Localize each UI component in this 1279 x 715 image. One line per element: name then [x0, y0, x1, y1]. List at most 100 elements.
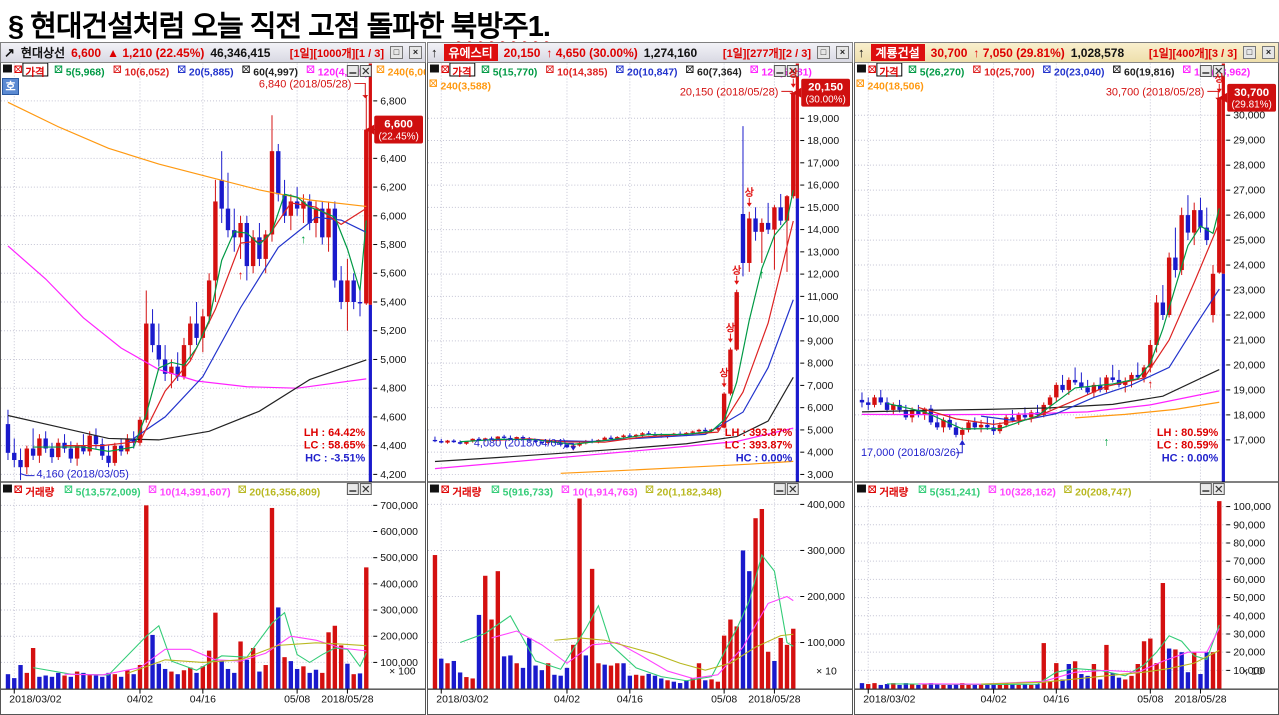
svg-text:× 10: × 10 — [1242, 667, 1263, 678]
svg-text:4,200: 4,200 — [380, 470, 406, 481]
svg-text:7,000: 7,000 — [807, 381, 833, 392]
svg-text:16,000: 16,000 — [807, 181, 839, 192]
title-text-underlined: 북방주1. — [450, 11, 551, 43]
svg-text:18,000: 18,000 — [807, 136, 839, 147]
svg-text:12,000: 12,000 — [807, 270, 839, 281]
restore-window-button[interactable]: □ — [817, 46, 830, 59]
svg-text:HC : 0.00%: HC : 0.00% — [1162, 453, 1219, 465]
svg-text:20(208,747): 20(208,747) — [1075, 487, 1131, 498]
svg-text:120(5,081): 120(5,081) — [761, 67, 812, 78]
close-window-button[interactable]: × — [1262, 46, 1275, 59]
panel-header[interactable]: ↑ 유에스티 20,150 ↑ 4,650 (30.00%) 1,274,160… — [427, 42, 853, 62]
grid: 2018/03/02 04/02 04/16 05/08 2018/05/28 17,00… — [855, 63, 1271, 706]
series — [5, 63, 372, 689]
svg-text:300,000: 300,000 — [380, 606, 418, 617]
current-price: 6,600 — [71, 45, 102, 60]
price-legend-row2: 240(3,588) — [429, 79, 491, 92]
svg-text:가격: 가격 — [25, 65, 44, 78]
restore-window-button[interactable]: □ — [1243, 46, 1256, 59]
close-chart-button[interactable] — [359, 65, 372, 77]
svg-text:100,000: 100,000 — [380, 658, 418, 669]
price-legend: 가격 5(15,770) 10(14,385) 20(10,847) 60(7,364)… — [429, 63, 812, 78]
close-window-button[interactable]: × — [836, 46, 849, 59]
price-legend-row2: 240(18,506) — [856, 79, 924, 92]
panel-header[interactable]: ↑ 계룡건설 30,700 ↑ 7,050 (29.81%) 1,028,578… — [854, 42, 1279, 62]
svg-text:(22.45%): (22.45%) — [378, 132, 418, 143]
svg-text:50,000: 50,000 — [1233, 593, 1265, 604]
price-legend: 가격 5(5,968) 10(6,052) 20(5,885) 60(4,997) 120… — [2, 63, 425, 78]
svg-text:04/16: 04/16 — [190, 695, 216, 706]
day-volume: 46,346,415 — [210, 45, 271, 60]
close-window-button[interactable]: × — [409, 46, 422, 59]
svg-text:× 100: × 100 — [389, 667, 416, 678]
series — [859, 63, 1225, 689]
overlays: 거래량 5(351,241) 10(328,162) 20(208,747) 가격 5(2… — [855, 63, 1278, 690]
svg-text:4,160 (2018/03/05): 4,160 (2018/03/05) — [36, 469, 128, 481]
svg-text:2018/03/02: 2018/03/02 — [436, 695, 488, 706]
close-chart-button[interactable] — [786, 483, 799, 495]
svg-text:LH : 64.42%: LH : 64.42% — [304, 427, 366, 439]
svg-text:28,000: 28,000 — [1233, 161, 1265, 172]
title-text: § 현대건설처럼 오늘 직전 고점 돌파한 — [8, 11, 451, 43]
svg-text:상: 상 — [720, 366, 729, 379]
svg-text:5,000: 5,000 — [807, 425, 833, 436]
candlestick-chart-ust[interactable]: 2018/03/02 04/02 04/16 05/08 2018/05/28 3,000… — [427, 62, 853, 715]
svg-text:↑: ↑ — [1103, 434, 1109, 448]
svg-text:70,000: 70,000 — [1233, 557, 1265, 568]
close-chart-button[interactable] — [359, 483, 372, 495]
minimize-chart-button[interactable] — [346, 483, 359, 495]
svg-text:10(1,914,763): 10(1,914,763) — [573, 487, 638, 498]
svg-text:HC : 0.00%: HC : 0.00% — [736, 453, 793, 465]
svg-text:80,000: 80,000 — [1233, 538, 1265, 549]
svg-text:26,000: 26,000 — [1233, 211, 1265, 222]
volume-legend: 거래량 5(916,733) 10(1,914,763) 20(1,182,348) — [429, 484, 722, 498]
minimize-chart-button[interactable] — [346, 65, 359, 77]
window-icon — [2, 484, 12, 493]
minimize-chart-button[interactable] — [773, 65, 786, 77]
close-chart-button[interactable] — [1212, 483, 1225, 495]
price-change: ▲ 1,210 (22.45%) — [107, 45, 205, 60]
low-annotation: 4,160 (2018/03/05) — [20, 469, 129, 481]
svg-text:5(916,733): 5(916,733) — [503, 487, 554, 498]
svg-text:5,400: 5,400 — [380, 297, 406, 308]
candlestick-chart-hyundai-merchant[interactable]: 2018/03/02 04/02 04/16 05/08 2018/05/28 4,200… — [0, 62, 426, 715]
restore-window-button[interactable]: □ — [390, 46, 403, 59]
hoga-button[interactable]: 호 — [2, 78, 19, 95]
minimize-chart-button[interactable] — [1199, 483, 1212, 495]
volume-bars — [859, 501, 1222, 689]
svg-text:가격: 가격 — [879, 65, 898, 78]
stock-name: 현대상선 — [20, 46, 66, 60]
svg-text:04/02: 04/02 — [981, 695, 1007, 706]
svg-text:6,600: 6,600 — [384, 119, 413, 131]
svg-text:2018/05/28: 2018/05/28 — [1174, 695, 1226, 706]
price-legend: 가격 5(26,270) 10(25,700) 20(23,040) 60(19,816… — [856, 63, 1250, 78]
minimize-chart-button[interactable] — [1199, 65, 1212, 77]
svg-text:4,400: 4,400 — [380, 441, 406, 452]
stock-panel-kyeryong: ↑ 계룡건설 30,700 ↑ 7,050 (29.81%) 1,028,578… — [854, 42, 1279, 715]
svg-text:(29.81%): (29.81%) — [1231, 100, 1271, 111]
svg-text:19,000: 19,000 — [1233, 385, 1265, 396]
chart-panels-container: ↗ 현대상선 6,600 ▲ 1,210 (22.45%) 46,346,415… — [0, 42, 1279, 715]
panel-header[interactable]: ↗ 현대상선 6,600 ▲ 1,210 (22.45%) 46,346,415… — [0, 42, 426, 62]
svg-text:LC : 58.65%: LC : 58.65% — [304, 440, 366, 452]
svg-text:20,000: 20,000 — [1233, 360, 1265, 371]
grid: 2018/03/02 04/02 04/16 05/08 2018/05/28 4,200… — [1, 63, 418, 706]
page-title: § 현대건설처럼 오늘 직전 고점 돌파한 북방주1. — [0, 0, 1279, 43]
svg-text:5,000: 5,000 — [380, 355, 406, 366]
svg-text:29,000: 29,000 — [1233, 136, 1265, 147]
svg-text:상: 상 — [726, 322, 735, 335]
candlestick-chart-kyeryong[interactable]: 2018/03/02 04/02 04/16 05/08 2018/05/28 17,00… — [854, 62, 1279, 715]
minimize-chart-button[interactable] — [773, 483, 786, 495]
day-range-indicator — [795, 63, 799, 199]
close-chart-button[interactable] — [786, 65, 799, 77]
close-chart-button[interactable] — [1212, 65, 1225, 77]
svg-text:700,000: 700,000 — [380, 501, 418, 512]
svg-text:5(13,572,009): 5(13,572,009) — [76, 487, 141, 498]
svg-text:9,000: 9,000 — [807, 336, 833, 347]
volume-legend: 거래량 5(351,241) 10(328,162) 20(208,747) — [856, 484, 1131, 498]
window-icon — [2, 64, 12, 73]
svg-text:20,150: 20,150 — [808, 82, 843, 94]
svg-text:10(328,162): 10(328,162) — [1000, 487, 1056, 498]
high-annotation: 30,700 (2018/05/28) — [1106, 86, 1222, 101]
low-annotation: 17,000 (2018/03/26) — [861, 439, 966, 459]
